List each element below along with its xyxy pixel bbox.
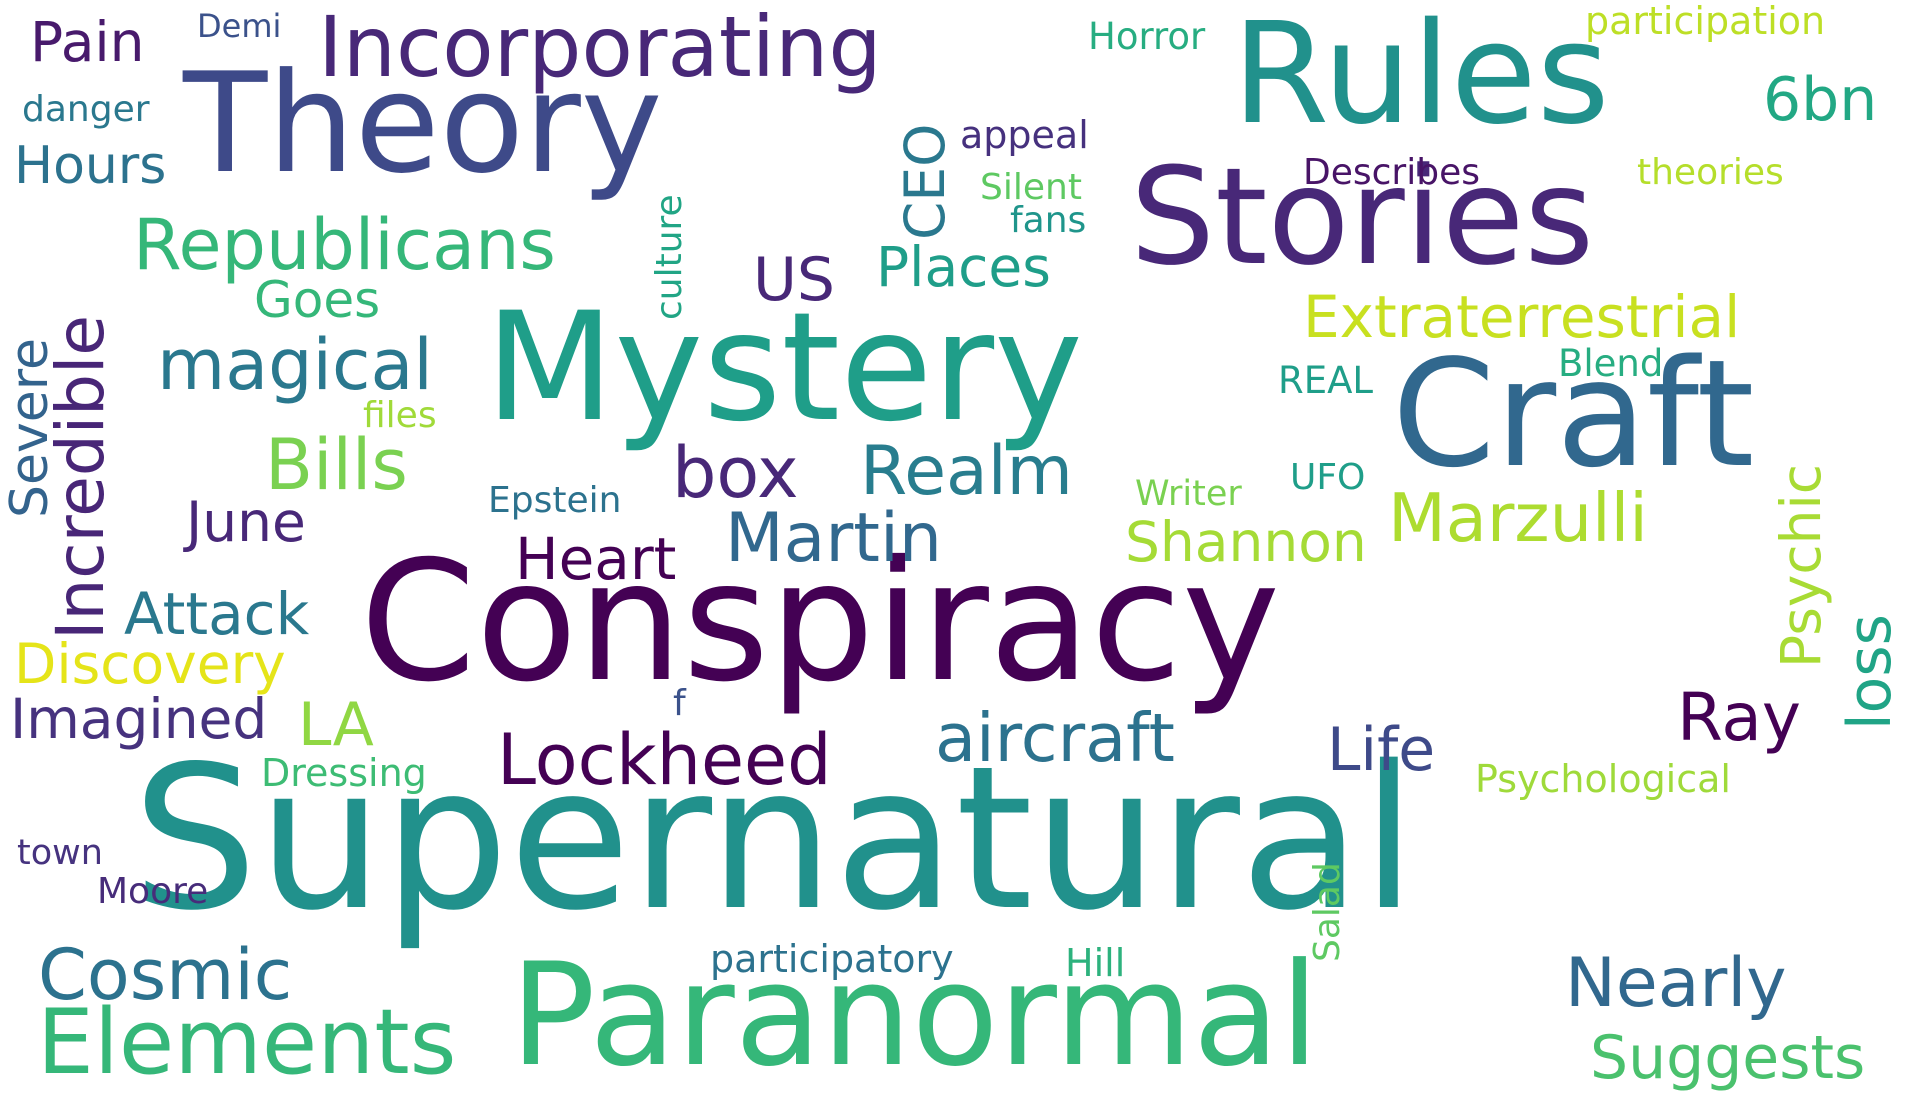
word-6bn: 6bn: [1763, 65, 1878, 135]
word-participatory: participatory: [710, 937, 954, 981]
word-moore: Moore: [97, 871, 209, 912]
word-box: box: [672, 432, 799, 514]
word-culture: culture: [649, 194, 690, 320]
word-magical: magical: [157, 324, 433, 406]
word-ceo: CEO: [893, 123, 957, 240]
word-stories: Stories: [1130, 139, 1595, 295]
word-republicans: Republicans: [133, 204, 556, 286]
word-places: Places: [876, 235, 1051, 299]
word-f: f: [673, 683, 686, 724]
word-bills: Bills: [265, 424, 408, 506]
word-mystery: Mystery: [485, 281, 1083, 455]
word-goes: Goes: [254, 271, 381, 329]
word-discovery: Discovery: [14, 632, 286, 696]
word-elements: Elements: [37, 990, 457, 1095]
word-theories: theories: [1637, 152, 1784, 193]
word-town: town: [17, 833, 103, 873]
word-lockheed: Lockheed: [497, 719, 832, 801]
word-suggests: Suggests: [1590, 1023, 1866, 1093]
word-hill: Hill: [1065, 941, 1126, 985]
word-rules: Rules: [1232, 0, 1610, 156]
word-horror: Horror: [1088, 15, 1206, 58]
word-la: LA: [298, 690, 374, 760]
word-us: US: [753, 245, 836, 315]
word-cosmic: Cosmic: [38, 934, 293, 1016]
word-psychic: Psychic: [1769, 463, 1833, 668]
word-epstein: Epstein: [488, 480, 622, 521]
word-aircraft: aircraft: [935, 699, 1175, 777]
word-attack: Attack: [124, 580, 310, 648]
word-ray: Ray: [1677, 679, 1801, 756]
word-real: REAL: [1278, 359, 1374, 402]
word-participation: participation: [1585, 0, 1826, 43]
word-incorporating: Incorporating: [318, 0, 882, 96]
word-heart: Heart: [515, 525, 677, 593]
word-shannon: Shannon: [1125, 510, 1367, 574]
word-pain: Pain: [30, 10, 145, 74]
word-life: Life: [1327, 715, 1436, 785]
word-paranormal: Paranormal: [510, 933, 1320, 1098]
word-appeal: appeal: [960, 113, 1089, 157]
word-imagined: Imagined: [10, 687, 268, 751]
word-fans: fans: [1010, 200, 1087, 241]
word-supernatural: Supernatural: [132, 723, 1417, 954]
word-theory: Theory: [183, 43, 663, 204]
word-extraterrestrial: Extraterrestrial: [1303, 283, 1741, 351]
word-ufo: UFO: [1290, 457, 1366, 498]
word-craft: Craft: [1392, 328, 1755, 500]
word-martin: Martin: [725, 499, 942, 578]
word-blend: Blend: [1558, 342, 1664, 385]
word-files: files: [363, 395, 437, 436]
word-psychological: Psychological: [1475, 757, 1731, 801]
word-danger: danger: [22, 89, 150, 130]
word-silent: Silent: [980, 167, 1082, 208]
word-hours: Hours: [14, 136, 167, 196]
word-describes: Describes: [1303, 152, 1480, 193]
word-loss: loss: [1835, 614, 1905, 730]
word-salad: Salad: [1307, 862, 1348, 962]
word-writer: Writer: [1135, 474, 1242, 514]
word-severe: Severe: [0, 338, 60, 518]
word-demi: Demi: [197, 7, 282, 45]
word-nearly: Nearly: [1565, 944, 1787, 1023]
word-conspiracy: Conspiracy: [360, 526, 1281, 719]
word-realm: Realm: [860, 432, 1073, 511]
word-marzulli: Marzulli: [1388, 479, 1648, 557]
word-dressing: Dressing: [261, 751, 427, 795]
word-june: June: [186, 490, 306, 554]
